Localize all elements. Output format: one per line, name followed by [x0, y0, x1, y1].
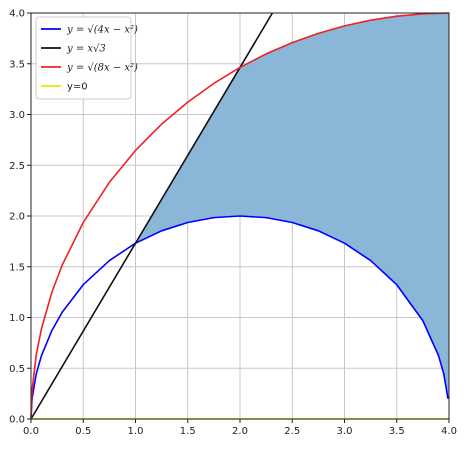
- y-tick-label-6: 3.0: [9, 110, 25, 121]
- y-tick-label-2: 1.0: [9, 313, 25, 324]
- y-tick-label-3: 1.5: [9, 262, 25, 273]
- series-line-1: [30, 12, 274, 420]
- y-tick-label-1: 0.5: [9, 364, 25, 375]
- y-tick-label-0: 0.0: [9, 415, 25, 426]
- x-tick-label-0: 0.0: [23, 426, 39, 437]
- y-tick-label-8: 4.0: [9, 9, 25, 20]
- series-line-2: [30, 12, 450, 420]
- x-tick-label-1: 0.5: [75, 426, 91, 437]
- legend-label-0: y = √(4x − x²): [66, 25, 138, 36]
- x-tick-label-3: 1.5: [180, 426, 196, 437]
- x-tick-label-4: 2.0: [232, 426, 248, 437]
- legend-box: [35, 16, 132, 100]
- legend-label-3: y=0: [67, 82, 88, 93]
- y-tick-label-7: 3.5: [9, 59, 25, 70]
- y-tick-label-4: 2.0: [9, 212, 25, 223]
- axis-ticks: 0.0 0.5 1.0 1.5 2.0 2.5 3.0 3.5 4.0 0.0 0.5 1.0 1.5 2…: [9, 9, 457, 438]
- shaded-region: [135, 13, 449, 399]
- x-tick-label-8: 4.0: [441, 426, 457, 437]
- legend-label-2: y = √(8x − x²): [66, 63, 138, 74]
- y-tick-label-5: 2.5: [9, 161, 25, 172]
- series-line-0: [30, 215, 449, 420]
- legend-label-1: y = x√3: [66, 44, 106, 55]
- legend: y = √(4x − x²) y = x√3 y = √(8x − x²) y=0: [35, 16, 138, 100]
- x-tick-label-2: 1.0: [128, 426, 144, 437]
- shaded-region-layer: [135, 13, 449, 399]
- x-tick-label-5: 2.5: [284, 426, 300, 437]
- x-tick-label-6: 3.0: [337, 426, 353, 437]
- x-tick-label-7: 3.5: [389, 426, 405, 437]
